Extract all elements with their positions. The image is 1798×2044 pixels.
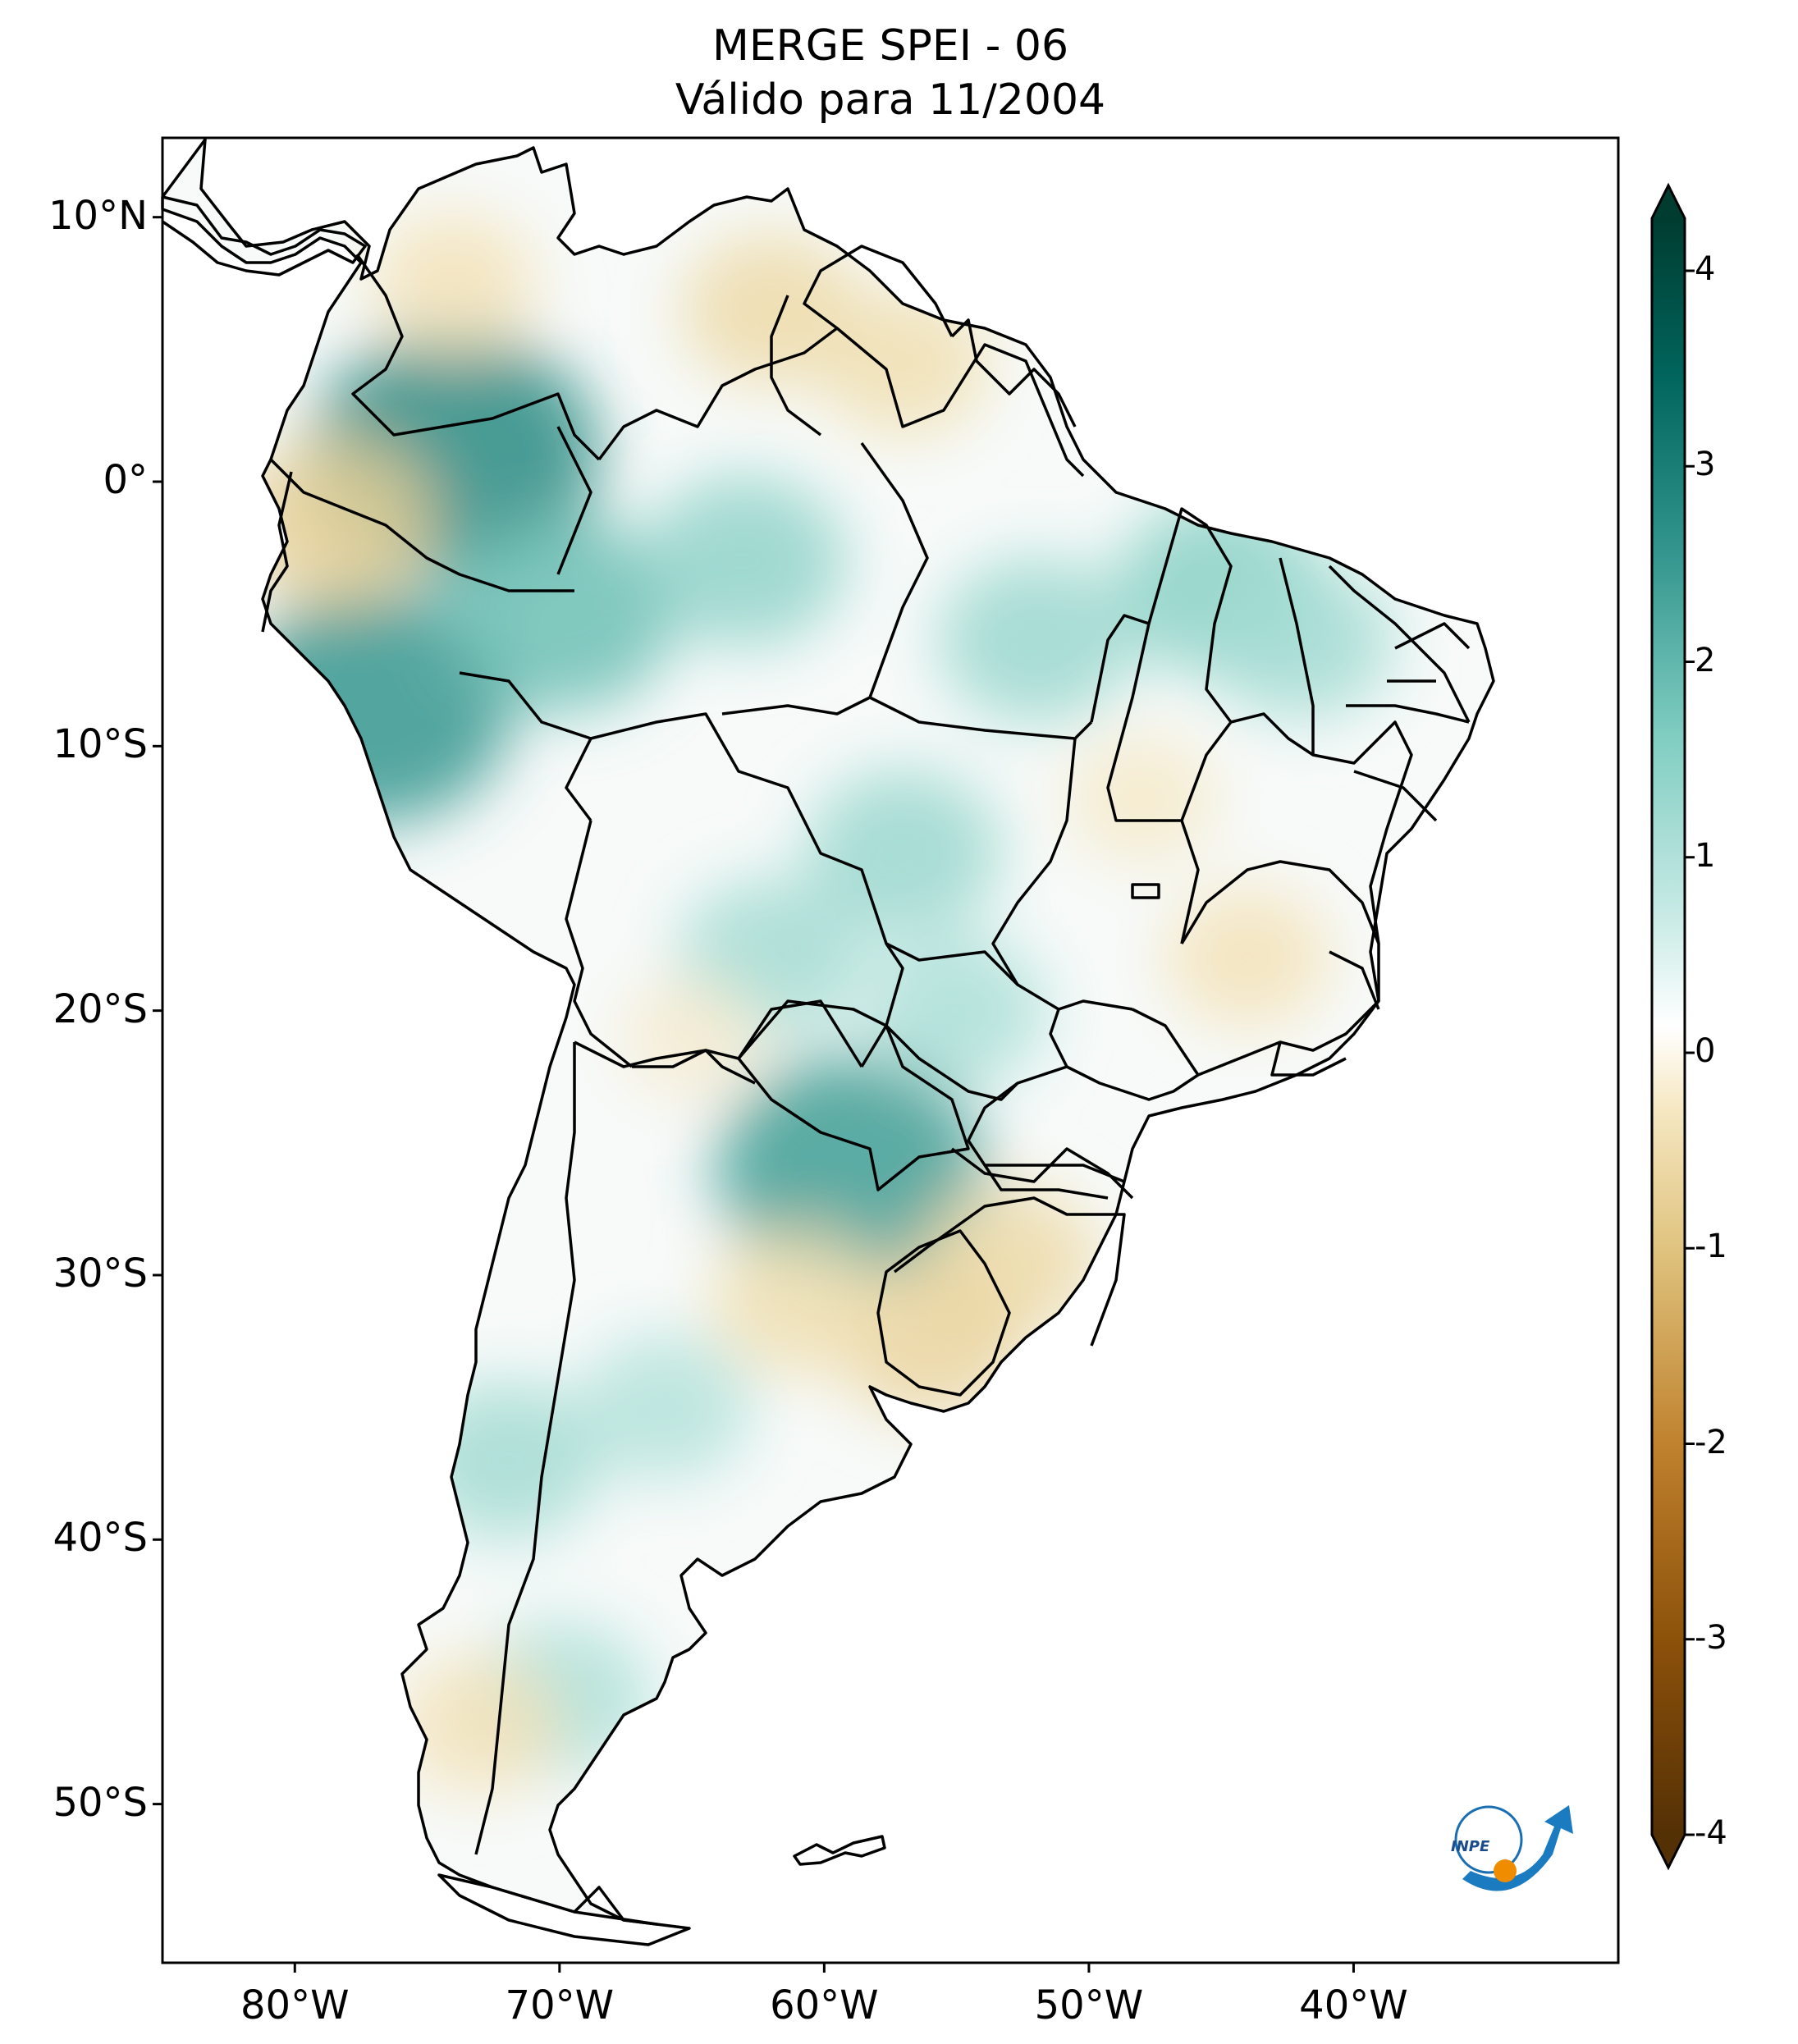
colorbar-tick-label: 3	[1695, 446, 1716, 484]
lat-tick-label: 20°S	[53, 985, 148, 1032]
border-peru-bolivia	[565, 820, 634, 1068]
border-colombia-venezuela	[351, 253, 601, 461]
anomaly-patch-16	[681, 233, 862, 386]
falklands-outline	[793, 1835, 886, 1866]
anomaly-patch-7	[806, 769, 1001, 935]
lat-tick-label: 10°N	[48, 192, 148, 239]
country-borders	[161, 138, 1495, 1946]
border-brazil-amazon-states	[721, 441, 929, 716]
border-colombia-brazil	[556, 426, 592, 575]
border-brazil-bolivia	[590, 712, 904, 1068]
lon-tick-label: 70°W	[505, 1982, 615, 2028]
colorbar-tick-label: -3	[1695, 1618, 1727, 1657]
border-chile-argentina	[474, 1042, 576, 1855]
border-paraguay	[737, 999, 970, 1191]
colorbar-tick-label: 4	[1695, 250, 1716, 288]
border-maranhao-piaui	[1147, 507, 1233, 724]
colorbar-max-extend	[1652, 185, 1685, 218]
anomaly-patch-8	[716, 1055, 986, 1284]
border-tocantins	[1090, 614, 1200, 944]
lat-tick-label: 50°S	[53, 1779, 148, 1826]
anomaly-patch-10	[867, 934, 1047, 1087]
border-es-rj	[1270, 950, 1380, 1077]
map-subtitle: Válido para 11/2004	[675, 75, 1106, 125]
anomaly-patch-3	[643, 475, 846, 647]
border-suriname-fg	[950, 318, 1077, 428]
lat-tick-label: 0°	[103, 457, 148, 503]
border-ms	[885, 942, 1019, 1101]
border-colombia-peru	[269, 458, 574, 592]
colorbar-tick-label: 1	[1695, 836, 1716, 875]
logo-arrow-icon	[1462, 1805, 1573, 1891]
anomaly-patch-24	[397, 1654, 563, 1795]
colorbar	[1650, 182, 1695, 1871]
anomaly-patch-11	[579, 1333, 752, 1481]
colorbar-tick-label: 0	[1695, 1032, 1716, 1070]
anomaly-patch-2	[443, 515, 675, 713]
border-mg	[1132, 860, 1380, 1077]
colorbar-tick-label: -4	[1695, 1814, 1727, 1852]
border-piaui-ceara	[1279, 557, 1315, 755]
df-outline	[1131, 883, 1160, 899]
border-ecuador-peru	[261, 471, 293, 633]
colorbar-tick-label: 2	[1695, 641, 1716, 679]
anomaly-patch-22	[620, 976, 764, 1098]
inpe-logo-text: INPE	[1451, 1838, 1490, 1855]
border-mt-go	[991, 738, 1133, 1011]
lon-tick-label: 60°W	[770, 1982, 879, 2028]
lon-tick-label: 40°W	[1299, 1982, 1408, 2028]
anomaly-patch-21	[711, 1228, 885, 1375]
colorbar-tick-label: -2	[1695, 1423, 1727, 1461]
central-america-outline	[162, 195, 367, 277]
colorbar-gradient	[1652, 218, 1685, 1835]
border-para-mt	[869, 696, 1093, 740]
tierra-del-fuego-outline	[437, 1873, 691, 1946]
border-ne-states	[1328, 565, 1471, 822]
border-bolivia-argentina	[574, 1040, 756, 1085]
inpe-logo	[1454, 1805, 1573, 1891]
anomaly-patch-20	[1164, 887, 1330, 1028]
lat-tick-label: 40°S	[53, 1515, 148, 1562]
anomaly-patch-23	[1066, 735, 1217, 863]
border-bahia	[1180, 712, 1413, 944]
logo-sun-icon	[1494, 1859, 1517, 1882]
border-peru-brazil	[459, 671, 592, 822]
logo-orbit-icon	[1454, 1805, 1523, 1874]
border-rs-state	[893, 1196, 1126, 1347]
anomaly-patch-4	[938, 557, 1133, 724]
lat-tick-label: 30°S	[53, 1250, 148, 1296]
lon-tick-label: 50°W	[1034, 1982, 1144, 2028]
map-title: MERGE SPEI - 06	[711, 21, 1069, 71]
border-guianas	[803, 245, 954, 337]
anomaly-patch-15	[371, 213, 537, 354]
border-uruguay	[876, 1229, 1011, 1397]
colorbar-min-extend	[1652, 1835, 1685, 1868]
lat-tick-label: 10°S	[53, 721, 148, 768]
lon-tick-label: 80°W	[240, 1982, 350, 2028]
border-venezuela-guyana	[770, 295, 822, 437]
colorbar-tick-label: -1	[1695, 1228, 1727, 1266]
